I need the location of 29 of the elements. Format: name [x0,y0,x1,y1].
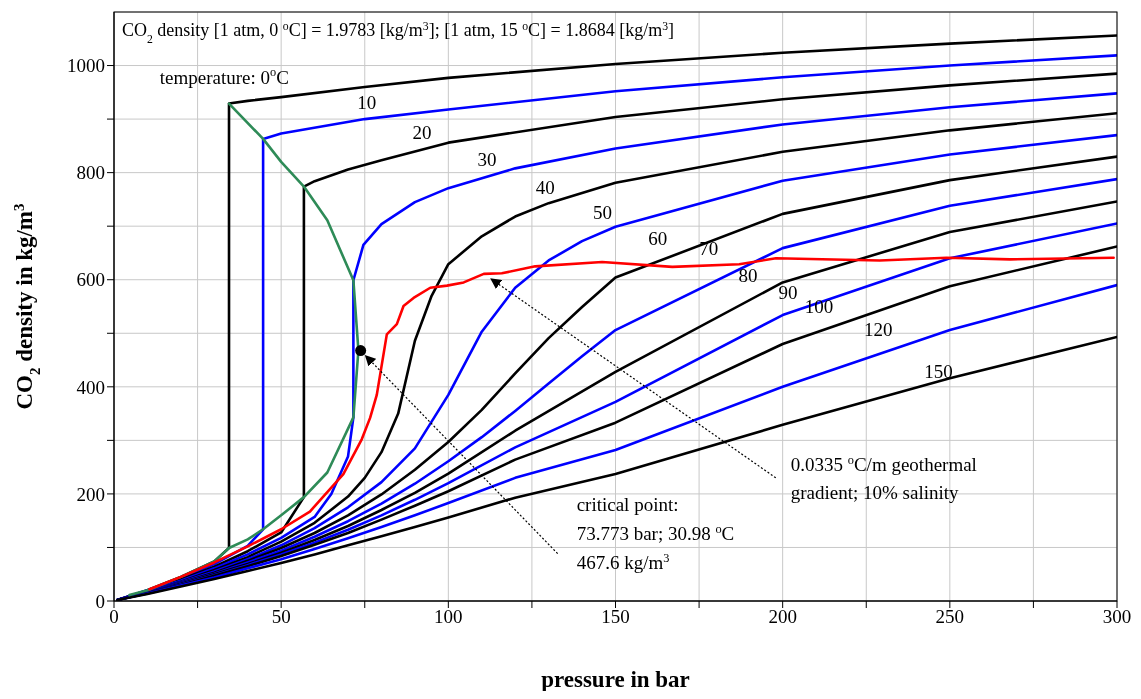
x-tick-label: 100 [434,606,463,628]
annotation: 100 [804,296,834,318]
x-tick-label: 50 [271,606,291,628]
x-tick-label: 200 [768,606,797,628]
y-tick-label: 800 [76,162,105,184]
annotation: 30 [477,149,497,171]
y-tick-label: 1000 [67,55,105,77]
annotation: 90 [778,282,798,304]
y-tick-label: 0 [95,590,105,612]
annotation: 60 [648,227,668,249]
annotation: 0.0335 $^{o}$C/m geothermal gradient; 10% salinity [790,452,977,503]
x-tick-label: 0 [109,606,119,628]
text: CO$_{2}$ density [1 atm, 0 $^{o}$C] = 1.9783 [kg/m$^{3}$]; [1 atm, 15 $^{o}$C] = 1.8684 [kg/m$^{3}$] [122,19,675,46]
x-axis-title: pressure in bar [541,667,690,692]
annotation: 80 [738,265,758,287]
annotation: 50 [592,202,612,224]
x-tick-label: 150 [601,606,630,628]
annotation: 20 [412,121,432,143]
x-tick-label: 250 [935,606,965,628]
y-tick-label: 200 [76,483,105,505]
text: critical point: 73.773 bar; 30.98 $^{o}$C 467.6 kg/m$^{3}$ [576,493,735,573]
annotation: 150 [924,361,953,383]
annotation: 40 [535,177,555,199]
y-tick-label: 600 [76,269,105,291]
annotation: 120 [864,319,893,341]
x-tick-label: 300 [1102,606,1132,628]
annotation: temperature: 0$^{o}$C [159,65,289,89]
annotation: 10 [357,92,377,114]
y-tick-label: 400 [76,376,105,398]
